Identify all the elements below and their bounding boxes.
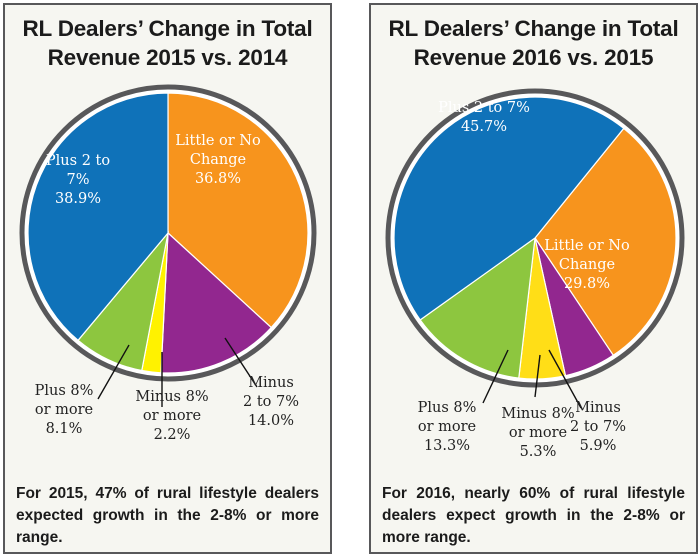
slice-label-line: or more — [418, 419, 476, 435]
slice-label-line: Change — [190, 152, 246, 168]
slice-label-line: Plus 8% — [418, 400, 477, 416]
slice-label-little-or-no-change: Little or No Change 36.8% — [175, 133, 260, 187]
chart-caption: For 2015, 47% of rural lifestyle dealers… — [16, 485, 319, 546]
slice-label-line: Little or No — [544, 238, 629, 254]
pie-slice-little-or-no-change — [534, 127, 677, 357]
chart-panel-2016: RL Dealers’ Change in Total Revenue 2016… — [369, 3, 698, 554]
slice-label-minus-2-to-7: Minus 2 to 7% 14.0% — [243, 375, 299, 429]
slice-label-line: Minus 8% — [135, 389, 208, 405]
pie-slice-minus-2-to-7 — [160, 231, 273, 374]
slice-label-line: Plus 2 to — [46, 153, 110, 169]
slice-label-line: Minus — [248, 375, 294, 391]
slice-label-line: 5.3% — [520, 444, 557, 460]
slice-label-line: 2 to 7% — [243, 394, 299, 410]
pie-slice-little-or-no-change — [167, 92, 309, 329]
pie-chart-2016: Little or No Change 29.8%Minus 2 to 7% 5.9%M… — [385, 88, 685, 460]
leader-line-plus-8-or-more — [97, 344, 130, 400]
chart-title-line: Revenue 2015 vs. 2014 — [47, 45, 288, 70]
slice-label-line: 14.0% — [248, 413, 294, 429]
slice-label-line: Little or No — [175, 133, 260, 149]
chart-title-line: RL Dealers’ Change in Total — [22, 16, 313, 41]
slice-label-line: 7% — [66, 172, 89, 188]
leader-line-minus-8-or-more — [534, 354, 541, 398]
pie-chart-2015: Little or No Change 36.8% Minus 2 to 7% 14.0%… — [19, 84, 317, 443]
slice-label-line: Plus 2 to 7% — [438, 100, 530, 116]
chart-title: RL Dealers’ Change in Total Revenue 2015… — [5, 14, 330, 72]
slice-label-minus-8-or-more: Minus 8% or more 5.3% — [501, 406, 574, 460]
slice-label-line: Minus — [575, 400, 621, 416]
chart-title-line: Revenue 2016 vs. 2015 — [413, 45, 654, 70]
slice-label-line: or more — [35, 402, 93, 418]
slice-label-plus-2-to-7: Plus 2 to 7% 38.9% — [46, 153, 110, 207]
slice-label-minus-2-to-7: Minus 2 to 7% 5.9% — [570, 400, 626, 454]
slice-label-minus-8-or-more: Minus 8% or more 2.2% — [135, 389, 208, 443]
slice-label-line: 8.1% — [46, 421, 83, 437]
slice-label-line: 29.8% — [564, 276, 610, 292]
slice-label-line: 45.7% — [461, 119, 507, 135]
leader-line-minus-2-to-7 — [548, 349, 582, 409]
chart-caption: For 2016, nearly 60% of rural lifestyle … — [382, 485, 685, 546]
chart-title: RL Dealers’ Change in Total Revenue 2016… — [371, 14, 696, 72]
slice-label-line: 5.9% — [580, 438, 617, 454]
slice-label-line: Minus 8% — [501, 406, 574, 422]
leader-line-minus-2-to-7 — [224, 337, 258, 388]
slice-label-line: 36.8% — [195, 171, 241, 187]
slice-label-line: Plus 8% — [35, 383, 94, 399]
slice-label-line: or more — [509, 425, 567, 441]
slice-label-line: or more — [143, 408, 201, 424]
slice-label-plus-8-or-more: Plus 8% or more 13.3% — [418, 400, 477, 454]
chart-panel-2015: RL Dealers’ Change in Total Revenue 2015… — [3, 3, 332, 554]
slice-label-line: 38.9% — [55, 191, 101, 207]
chart-title-line: RL Dealers’ Change in Total — [388, 16, 679, 41]
pie-slice-plus-8-or-more — [419, 236, 536, 379]
pie-slice-plus-2-to-7 — [27, 92, 169, 342]
pie-slice-plus-2-to-7 — [393, 96, 625, 321]
slice-label-line: 2 to 7% — [570, 419, 626, 435]
slice-label-plus-2-to-7: Plus 2 to 7% 45.7% — [438, 100, 530, 135]
slice-label-little-or-no-change: Little or No Change 29.8% — [544, 238, 629, 292]
slice-label-line: Change — [559, 257, 615, 273]
leader-line-plus-8-or-more — [482, 349, 509, 404]
slice-label-line: 2.2% — [154, 427, 191, 443]
slice-label-plus-8-or-more: Plus 8% or more 8.1% — [35, 383, 94, 437]
slice-label-line: 13.3% — [424, 438, 470, 454]
